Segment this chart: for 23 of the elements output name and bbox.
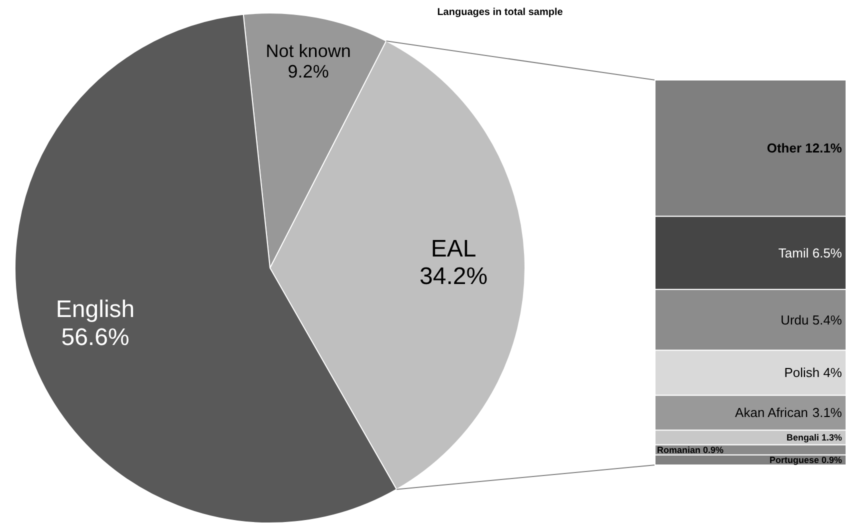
series-label: Bengali [786, 432, 819, 443]
chart-title: Languages in total sample [437, 7, 564, 18]
data-label: 12.1% [805, 140, 842, 156]
slice-label: Not known [266, 41, 351, 62]
data-label: 3.1% [812, 405, 842, 420]
data-label: 5.4% [812, 312, 842, 328]
series-label: Portuguese [769, 455, 819, 466]
data-label: 9.2% [288, 62, 329, 82]
series-label: Romanian [657, 444, 701, 455]
slice-label: EAL [430, 236, 476, 263]
data-label: 6.5% [812, 245, 842, 260]
series-label: Akan African [735, 405, 808, 420]
series-label: Tamil [778, 245, 809, 260]
data-label: 1.3% [821, 432, 842, 443]
series-label: Urdu [780, 312, 809, 328]
data-label: 34.2% [420, 263, 488, 290]
data-label: 0.9% [703, 444, 724, 455]
data-label: 56.6% [61, 324, 130, 351]
data-label: 0.9% [821, 455, 842, 466]
slice-label: English [56, 296, 135, 324]
data-label: 4% [823, 365, 842, 380]
series-label: Polish [784, 365, 820, 380]
series-label: Other [766, 140, 802, 156]
